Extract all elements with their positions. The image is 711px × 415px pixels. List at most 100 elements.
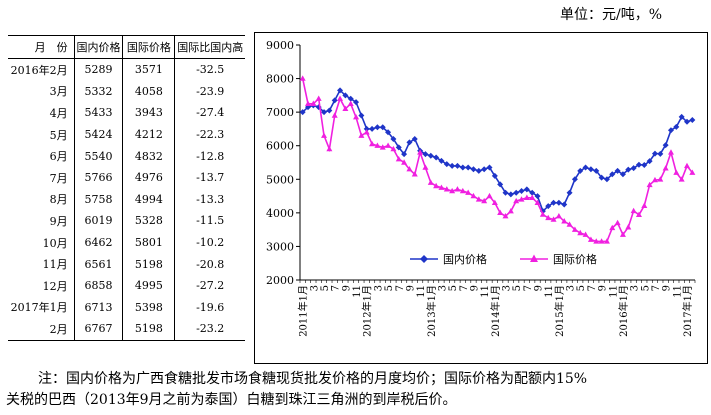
x-tick-label: 9	[662, 285, 673, 291]
x-tick-label: 5	[576, 285, 587, 291]
cell-difference: -13.3	[196, 192, 225, 206]
header-domestic: 国内价格	[74, 35, 124, 59]
table-row: 2月 6767 5198 -23.2	[8, 318, 245, 341]
data-point-international	[555, 213, 562, 219]
x-tick-label: 3	[437, 285, 448, 291]
cell-international: 4976	[122, 166, 176, 189]
x-tick-label: 9	[341, 285, 352, 291]
data-point-domestic	[630, 165, 637, 172]
data-point-international	[481, 197, 488, 204]
x-tick-label: 2017年1月	[681, 285, 694, 337]
data-point-international	[507, 207, 514, 214]
data-point-international	[603, 238, 610, 244]
data-point-international	[523, 194, 530, 200]
data-point-international	[561, 218, 568, 224]
data-point-domestic	[497, 181, 504, 188]
data-point-international	[342, 105, 349, 111]
data-point-domestic	[534, 193, 541, 200]
series-line-international	[301, 78, 693, 243]
data-point-international	[625, 224, 632, 230]
y-tick-label: 7000	[266, 106, 294, 119]
data-point-international	[331, 112, 338, 118]
table-row: 4月 5433 3943 -27.4	[8, 102, 245, 124]
data-point-international	[374, 142, 381, 148]
data-point-domestic	[614, 167, 621, 174]
y-tick-label: 8000	[266, 73, 294, 86]
cell-month: 7月	[8, 166, 75, 189]
cell-international: 5198	[122, 253, 176, 275]
cell-month: 8月	[8, 188, 75, 211]
data-point-domestic	[641, 162, 648, 169]
x-tick-label: 9	[469, 285, 480, 291]
data-point-international	[566, 221, 573, 227]
cell-difference: -20.8	[196, 257, 225, 271]
data-point-domestic	[550, 199, 557, 206]
x-tick-label: 3	[630, 285, 641, 291]
x-tick-label: 9	[598, 285, 609, 291]
cell-difference: -32.5	[196, 63, 225, 77]
x-tick-label: 7	[331, 285, 342, 291]
data-point-international	[475, 196, 482, 202]
price-table: 月 份 国内价格 国际价格 国际比国内高 2016年2月 5289 3571 -32.…	[8, 35, 245, 341]
cell-month: 10月	[8, 231, 75, 254]
data-point-international	[305, 100, 312, 106]
data-point-international	[683, 162, 690, 169]
cell-international: 4058	[122, 80, 176, 103]
data-point-domestic	[321, 109, 328, 116]
table-row: 5月 5424 4212 -22.3	[8, 123, 245, 146]
cell-difference: -11.5	[196, 214, 225, 228]
data-point-international	[577, 229, 584, 236]
data-point-international	[587, 236, 594, 242]
footnote-line-1: 注：国内价格为广西食糖批发市场食糖现货批发价格的月度均价；国际价格为配额内15%	[38, 371, 588, 387]
cell-international: 4832	[122, 145, 176, 167]
data-point-international	[491, 199, 498, 205]
data-point-international	[571, 226, 578, 232]
legend-label-domestic: 国内价格	[443, 252, 487, 266]
x-tick-label: 11	[544, 285, 555, 298]
data-point-international	[347, 100, 354, 106]
data-point-international	[411, 171, 418, 177]
data-point-domestic	[449, 162, 456, 169]
data-point-international	[593, 238, 600, 244]
data-point-domestic	[625, 166, 632, 173]
data-point-domestic	[342, 92, 349, 99]
data-point-international	[433, 182, 440, 189]
cell-month: 9月	[8, 210, 75, 232]
cell-international: 5198	[122, 318, 176, 341]
data-point-international	[582, 231, 589, 237]
data-point-domestic	[475, 167, 482, 174]
data-point-international	[641, 202, 648, 208]
x-tick-label: 7	[395, 285, 406, 291]
data-point-domestic	[427, 152, 434, 159]
data-point-domestic	[678, 113, 685, 120]
table-row: 11月 6561 5198 -20.8	[8, 253, 245, 275]
x-tick-label: 2016年1月	[617, 285, 630, 337]
data-point-international	[619, 231, 626, 237]
x-tick-label: 9	[405, 285, 416, 291]
data-point-international	[662, 165, 669, 171]
data-point-domestic	[667, 127, 674, 134]
data-point-international	[518, 196, 525, 202]
unit-label: 单位：元/吨，%	[560, 7, 663, 23]
data-point-international	[630, 207, 637, 214]
data-point-domestic	[331, 97, 338, 104]
cell-international: 3571	[122, 58, 176, 81]
price-chart: 2000 3000 4000 5000 6000 7000 8000 9000 2011年1月 3…	[254, 32, 708, 364]
data-point-domestic	[385, 129, 392, 136]
table-row: 6月 5540 4832 -12.8	[8, 145, 245, 167]
data-point-international	[315, 95, 322, 101]
cell-month: 3月	[8, 80, 75, 103]
x-tick-label: 5	[448, 285, 459, 291]
data-point-domestic	[587, 166, 594, 173]
x-tick-label: 3	[566, 285, 577, 291]
data-point-international	[529, 194, 536, 200]
data-point-domestic	[299, 109, 306, 116]
x-tick-label: 9	[534, 285, 545, 291]
data-point-domestic	[326, 107, 333, 114]
cell-month: 5月	[8, 123, 75, 146]
data-point-domestic	[662, 142, 669, 149]
cell-international: 5328	[122, 210, 176, 232]
data-point-international	[598, 238, 605, 244]
cell-month: 6月	[8, 145, 75, 167]
data-point-domestic	[363, 125, 370, 132]
